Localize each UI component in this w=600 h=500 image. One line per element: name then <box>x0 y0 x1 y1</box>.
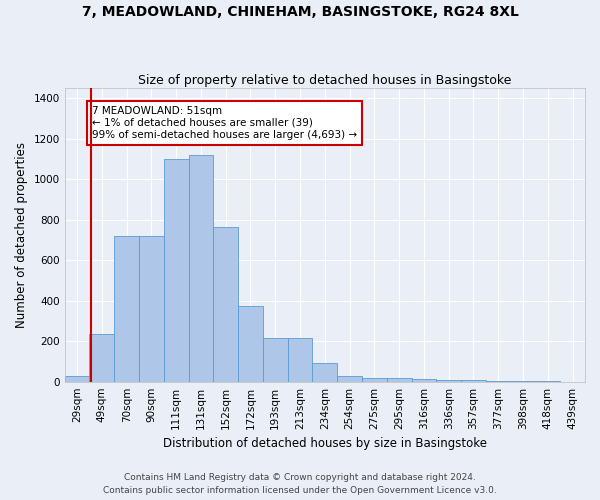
X-axis label: Distribution of detached houses by size in Basingstoke: Distribution of detached houses by size … <box>163 437 487 450</box>
Bar <box>188 156 214 382</box>
Text: Contains HM Land Registry data © Crown copyright and database right 2024.
Contai: Contains HM Land Registry data © Crown c… <box>103 474 497 495</box>
Text: 7 MEADOWLAND: 51sqm
← 1% of detached houses are smaller (39)
99% of semi-detache: 7 MEADOWLAND: 51sqm ← 1% of detached hou… <box>92 106 357 140</box>
Bar <box>436 380 461 382</box>
Text: 7, MEADOWLAND, CHINEHAM, BASINGSTOKE, RG24 8XL: 7, MEADOWLAND, CHINEHAM, BASINGSTOKE, RG… <box>82 5 518 19</box>
Bar <box>486 380 511 382</box>
Bar <box>164 159 188 382</box>
Bar <box>214 228 238 382</box>
Bar <box>114 236 139 382</box>
Y-axis label: Number of detached properties: Number of detached properties <box>15 142 28 328</box>
Bar <box>263 338 287 382</box>
Bar <box>387 378 412 382</box>
Bar <box>412 378 436 382</box>
Bar <box>65 376 89 382</box>
Bar <box>535 381 560 382</box>
Bar <box>511 380 535 382</box>
Title: Size of property relative to detached houses in Basingstoke: Size of property relative to detached ho… <box>138 74 512 87</box>
Bar <box>362 378 387 382</box>
Bar <box>238 306 263 382</box>
Bar <box>139 236 164 382</box>
Bar <box>287 338 313 382</box>
Bar <box>461 380 486 382</box>
Bar <box>89 334 114 382</box>
Bar <box>313 364 337 382</box>
Bar <box>337 376 362 382</box>
